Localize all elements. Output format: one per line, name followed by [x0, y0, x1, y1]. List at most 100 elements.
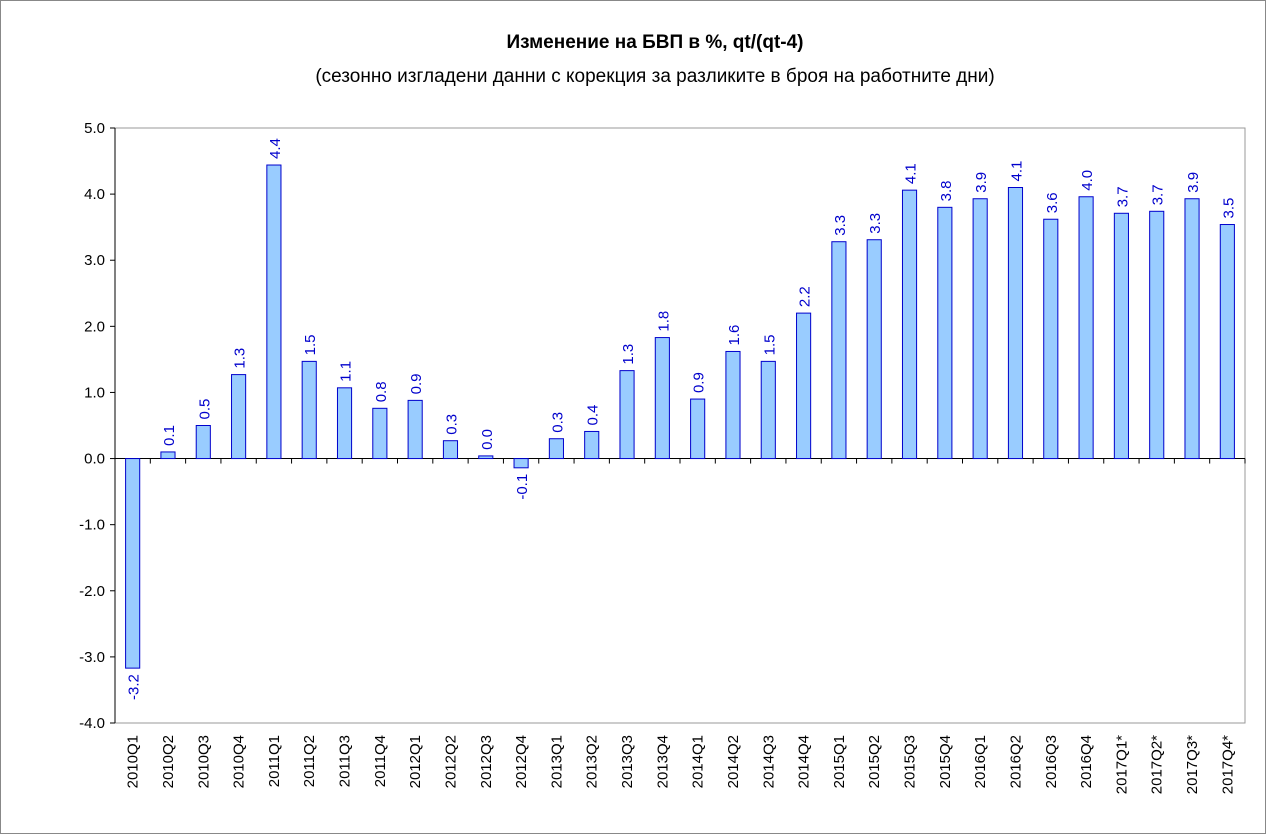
x-tick-label: 2015Q2: [866, 735, 883, 788]
data-label: 0.8: [373, 381, 390, 402]
data-label: 1.3: [620, 344, 637, 365]
x-tick-label: 2015Q4: [937, 735, 954, 788]
bar: [442, 440, 459, 460]
bar: [584, 430, 600, 460]
bar: [160, 451, 176, 460]
y-tick-label: -3.0: [79, 649, 105, 666]
data-label: 2.2: [797, 286, 814, 307]
y-tick-label: 4.0: [84, 186, 105, 203]
x-tick-label: 2010Q2: [160, 735, 177, 788]
x-tick-label: 2016Q2: [1007, 735, 1024, 788]
data-label: 1.8: [655, 311, 672, 332]
bar: [1219, 224, 1235, 460]
bar: [195, 425, 211, 460]
y-tick-label: 3.0: [84, 252, 105, 269]
x-tick-label: 2014Q2: [725, 735, 742, 788]
data-label: 0.1: [161, 425, 178, 446]
x-tick-label: 2010Q3: [195, 735, 212, 788]
bar: [548, 438, 564, 460]
x-tick-label: 2014Q3: [760, 735, 777, 788]
data-label: 4.1: [903, 163, 920, 184]
x-tick-label: 2011Q1: [266, 735, 283, 787]
y-tick-label: 0.0: [84, 451, 105, 468]
bar: [1043, 218, 1059, 460]
data-label: 4.4: [267, 138, 284, 159]
bar: [407, 399, 423, 460]
bar: [690, 398, 706, 460]
x-tick-label: 2015Q3: [902, 735, 919, 788]
x-tick-label: 2011Q4: [372, 735, 389, 787]
x-tick-label: 2014Q4: [796, 735, 813, 788]
x-tick-label: 2013Q2: [584, 735, 601, 788]
bar: [619, 370, 635, 460]
x-tick-label: 2010Q4: [231, 735, 248, 788]
x-tick-label: 2010Q1: [125, 735, 142, 788]
bar: [901, 189, 918, 460]
x-tick-label: 2012Q2: [442, 735, 459, 788]
data-label: 3.3: [867, 213, 884, 234]
data-label: 3.7: [1150, 184, 1167, 205]
data-label: 1.5: [302, 335, 319, 356]
bar: [725, 350, 741, 460]
data-label: 3.9: [973, 172, 990, 193]
data-label: 3.8: [938, 180, 955, 201]
x-tick-label: 2016Q4: [1078, 735, 1095, 788]
bar: [866, 239, 882, 460]
data-label: 0.5: [196, 399, 213, 420]
x-tick-label: 2011Q3: [337, 735, 354, 787]
x-tick-label: 2012Q3: [478, 735, 495, 788]
data-label: 1.3: [232, 348, 249, 369]
y-tick-label: -1.0: [79, 517, 105, 534]
y-tick-label: 1.0: [84, 384, 105, 401]
bar: [796, 312, 812, 460]
bar: [1149, 210, 1165, 460]
data-label: 4.1: [1008, 161, 1025, 182]
bar: [336, 387, 353, 460]
data-label: 1.6: [726, 325, 743, 346]
x-tick-label: 2013Q1: [548, 735, 565, 788]
x-tick-label: 2017Q4*: [1219, 735, 1236, 794]
data-label: 0.4: [585, 405, 602, 426]
bar: [1007, 187, 1024, 460]
x-tick-label: 2013Q3: [619, 735, 636, 788]
y-tick-label: -4.0: [79, 715, 105, 732]
bar: [301, 360, 317, 460]
x-tick-label: 2017Q3*: [1184, 735, 1201, 794]
x-tick-label: 2011Q2: [301, 735, 318, 787]
data-label: 3.9: [1185, 172, 1202, 193]
bar: [937, 206, 953, 460]
bar: [760, 360, 776, 460]
x-tick-label: 2017Q2*: [1149, 735, 1166, 794]
x-tick-label: 2016Q3: [1043, 735, 1060, 788]
data-label: 0.0: [479, 429, 496, 450]
bar: [1113, 212, 1129, 460]
x-tick-label: 2012Q4: [513, 735, 530, 788]
data-label: 3.5: [1220, 198, 1237, 219]
bar: [231, 374, 247, 460]
data-label: 0.3: [549, 412, 566, 433]
bar: [513, 458, 529, 469]
x-tick-label: 2016Q1: [972, 735, 989, 788]
x-tick-label: 2012Q1: [407, 735, 424, 788]
chart-title: Изменение на БВП в %, qt/(qt-4): [506, 32, 803, 53]
bar: [266, 164, 282, 460]
bar: [654, 337, 670, 460]
data-label: 0.3: [443, 414, 460, 435]
data-label: -3.2: [126, 674, 143, 700]
y-tick-label: 5.0: [84, 120, 105, 137]
data-label: 3.7: [1114, 186, 1131, 207]
data-label: 1.5: [761, 335, 778, 356]
bar: [372, 407, 388, 460]
data-label: 0.9: [691, 372, 708, 393]
x-tick-label: 2014Q1: [690, 735, 707, 788]
bar: [972, 198, 988, 460]
data-label: 4.0: [1079, 170, 1096, 191]
bar: [478, 455, 494, 460]
bar: [831, 241, 847, 460]
x-tick-label: 2015Q1: [831, 735, 848, 788]
data-label: 3.6: [1044, 192, 1061, 213]
y-tick-label: 2.0: [84, 318, 105, 335]
bar: [1184, 198, 1200, 460]
data-label: 0.9: [408, 374, 425, 395]
